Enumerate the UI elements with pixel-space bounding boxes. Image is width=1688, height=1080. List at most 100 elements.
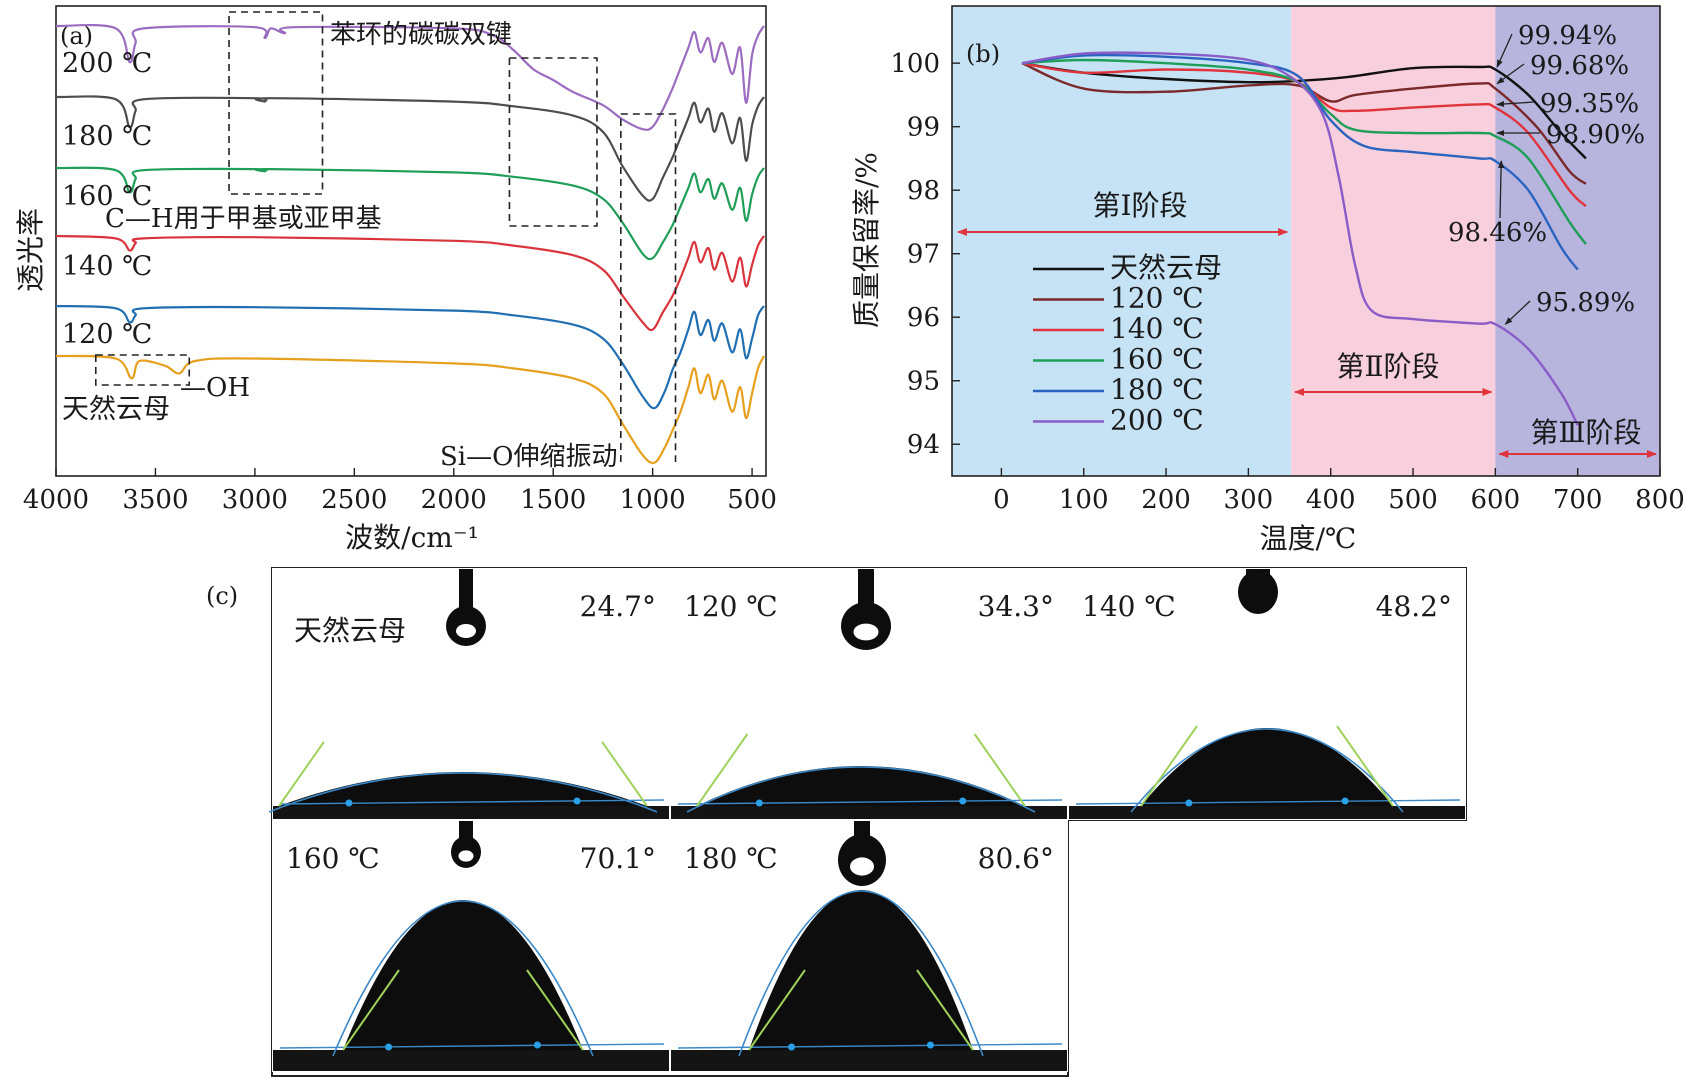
tga-end-label: 99.94% xyxy=(1518,21,1617,51)
tga-stage-label-1: 第Ⅰ阶段 xyxy=(1092,189,1187,222)
contact-tangent-right xyxy=(1336,725,1394,807)
ftir-annotation-ch: C—H用于甲基或亚甲基 xyxy=(105,204,382,234)
contact-tangent-left xyxy=(696,733,749,807)
tga-legend-label: 120 ℃ xyxy=(1110,282,1204,315)
ftir-curve-label: 140 ℃ xyxy=(62,251,152,282)
tga-end-label: 95.89% xyxy=(1536,288,1635,318)
ftir-series-t120 xyxy=(55,304,765,410)
contact-fit-arc xyxy=(268,772,658,813)
tga-y-tick-label: 100 xyxy=(890,49,940,79)
contact-fit-arc xyxy=(738,890,984,1057)
tga-x-tick-label: 600 xyxy=(1471,485,1521,515)
contact-angle-value: 70.1° xyxy=(580,842,656,875)
ftir-series-t140 xyxy=(55,234,765,332)
contact-fit-arc xyxy=(332,900,594,1057)
contact-point-left xyxy=(788,1043,796,1051)
ftir-series-t180 xyxy=(55,95,765,202)
contact-baseline xyxy=(1075,799,1461,805)
ftir-x-ticks: 4000 3500 3000 2500 2000 1500 1000 500 xyxy=(23,468,777,515)
contact-needle xyxy=(459,569,473,615)
tga-y-tick-label: 97 xyxy=(907,240,940,270)
tga-stage-bg-1 xyxy=(952,6,1292,476)
ftir-annotation-oh: —OH xyxy=(180,373,250,403)
tga-leader-line xyxy=(1496,33,1513,68)
contact-point-left xyxy=(385,1043,393,1051)
ftir-curve-label: 天然云母 xyxy=(62,394,170,425)
contact-point-right xyxy=(573,797,581,805)
tga-x-tick-label: 100 xyxy=(1059,485,1109,515)
ftir-annotation-benzene: 苯环的碳碳双键 xyxy=(330,20,512,50)
ftir-curve-label: 120 ℃ xyxy=(62,319,152,350)
contact-substrate xyxy=(671,806,1067,819)
ftir-x-tick-label: 2500 xyxy=(321,485,387,515)
contact-tangent-left xyxy=(342,969,400,1051)
contact-cell-3: 140 ℃ 48.2° xyxy=(1068,568,1466,820)
contact-tangent-right xyxy=(526,969,584,1051)
contact-panel-label: (c) xyxy=(206,582,238,610)
contact-drop-highlight xyxy=(456,624,476,638)
ftir-curve-label: 200 ℃ xyxy=(62,48,152,79)
ftir-y-label: 透光率 xyxy=(14,208,47,292)
contact-cell-2: 120 ℃ 34.3° xyxy=(670,568,1068,820)
ftir-series-t200 xyxy=(55,24,765,131)
tga-x-tick-label: 300 xyxy=(1224,485,1274,515)
contact-tangent-right xyxy=(973,733,1026,807)
contact-point-right xyxy=(533,1041,541,1049)
contact-needle xyxy=(858,569,874,613)
contact-tangent-left xyxy=(748,969,806,1051)
tga-leader-line xyxy=(1498,159,1505,219)
tga-leader-line xyxy=(1504,300,1531,325)
tga-series-tga_120 xyxy=(1021,62,1587,185)
tga-panel-label: (b) xyxy=(966,40,1000,68)
tga-series-tga_natural xyxy=(1021,62,1587,160)
tga-frame xyxy=(951,5,1661,477)
tga-y-tick-label: 98 xyxy=(907,176,940,206)
ftir-series-natural xyxy=(55,354,765,465)
ftir-curve-label: 180 ℃ xyxy=(62,121,152,152)
contact-tangent-left xyxy=(1140,725,1198,807)
contact-cell-1: 天然云母 24.7° xyxy=(268,568,670,820)
tga-leader-line xyxy=(1496,63,1525,85)
contact-label: 140 ℃ xyxy=(1082,590,1176,623)
tga-stage-label-2: 第Ⅱ阶段 xyxy=(1336,350,1439,383)
tga-end-label: 98.90% xyxy=(1546,120,1645,150)
tga-series-tga_180 xyxy=(1021,53,1579,271)
tga-curves xyxy=(1021,51,1587,426)
ftir-curve-labels: 200 ℃ 180 ℃ 160 ℃ 140 ℃ 120 ℃ 天然云母 xyxy=(62,48,170,425)
contact-baseline xyxy=(677,799,1063,805)
contact-point-right xyxy=(1341,797,1349,805)
tga-leader-line xyxy=(1496,100,1535,107)
ftir-annotation-boxes xyxy=(94,11,677,462)
tga-legend-label: 140 ℃ xyxy=(1110,312,1204,345)
ftir-annotation-sio: Si—O伸缩振动 xyxy=(440,442,617,472)
contact-point-left xyxy=(755,799,763,807)
ftir-x-tick-label: 2000 xyxy=(421,485,487,515)
ftir-curve-label: 160 ℃ xyxy=(62,181,152,212)
tga-series-tga_160 xyxy=(1021,58,1587,245)
ftir-series-t160 xyxy=(55,166,765,261)
tga-legend-label: 160 ℃ xyxy=(1110,343,1204,376)
tga-end-labels: 99.94%99.68% 99.35%98.90% 98.46% 95.89% xyxy=(1448,21,1645,325)
ftir-x-tick-label: 1000 xyxy=(620,485,686,515)
tga-y-tick-label: 94 xyxy=(907,430,940,460)
tga-y-label: 质量保留率/% xyxy=(850,152,883,328)
contact-point-left xyxy=(1185,799,1193,807)
contact-point-left xyxy=(345,799,353,807)
contact-cell-4: 160 ℃ 70.1° xyxy=(272,820,670,1072)
ftir-frame xyxy=(55,5,767,477)
tga-x-tick-label: 500 xyxy=(1388,485,1438,515)
contact-angle-value: 48.2° xyxy=(1376,590,1452,623)
ftir-curves xyxy=(55,24,765,465)
tga-x-tick-label: 0 xyxy=(993,485,1010,515)
tga-x-label: 温度/℃ xyxy=(1260,522,1357,555)
tga-x-tick-label: 400 xyxy=(1306,485,1356,515)
contact-fit-arc xyxy=(1130,728,1404,813)
ftir-box-sio xyxy=(620,113,677,462)
contact-drop-highlight xyxy=(850,857,874,876)
contact-droplet xyxy=(343,900,583,1050)
tga-end-label: 98.46% xyxy=(1448,218,1547,248)
contact-hanging-drop xyxy=(1238,570,1278,614)
